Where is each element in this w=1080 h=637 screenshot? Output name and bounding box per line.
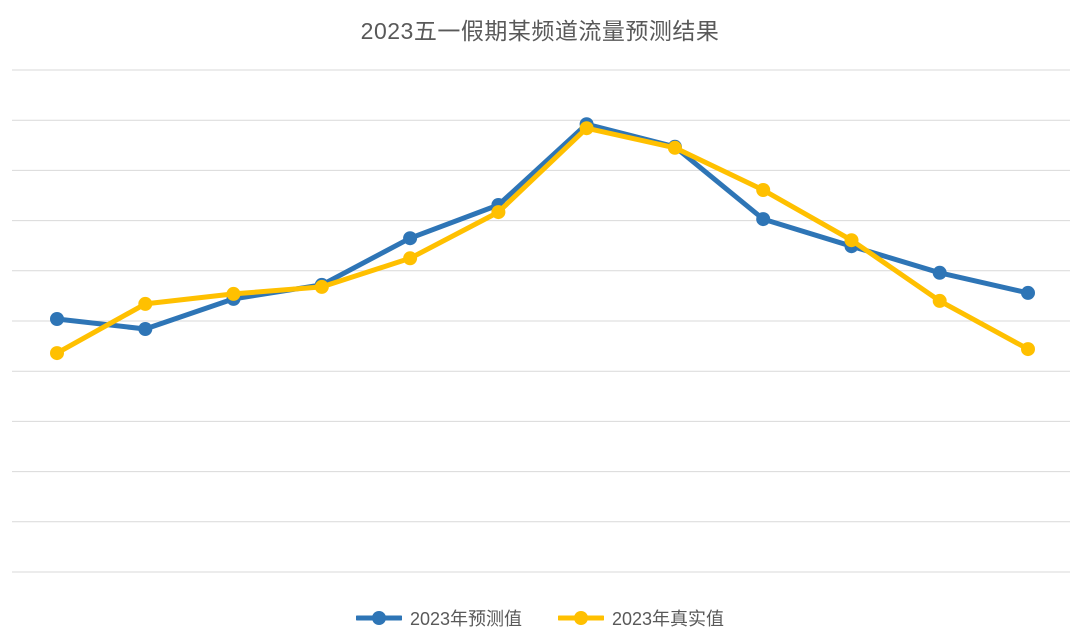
legend-label-actual: 2023年真实值 xyxy=(612,609,725,629)
legend-marker-actual-icon xyxy=(558,611,604,625)
data-point xyxy=(403,251,418,266)
data-point xyxy=(756,212,771,227)
data-point xyxy=(138,296,153,311)
data-point xyxy=(579,121,594,136)
legend-label-forecast: 2023年预测值 xyxy=(409,609,522,629)
legend: 2023年预测值 2023年真实值 xyxy=(0,605,1080,631)
legend-item-actual: 2023年真实值 xyxy=(558,605,724,631)
data-point xyxy=(403,231,418,246)
data-point xyxy=(667,140,682,155)
data-point xyxy=(138,322,153,336)
data-point xyxy=(1021,285,1035,300)
data-point xyxy=(1021,342,1035,357)
data-point xyxy=(50,312,64,326)
data-point xyxy=(932,265,947,280)
data-point xyxy=(314,279,329,294)
data-point xyxy=(756,183,771,197)
data-point xyxy=(50,346,64,361)
chart-title: 2023五一假期某频道流量预测结果 xyxy=(360,18,720,44)
data-point xyxy=(844,233,859,248)
data-point xyxy=(226,286,241,301)
legend-marker-forecast-icon xyxy=(355,611,402,625)
data-point xyxy=(491,205,506,220)
legend-item-forecast: 2023年预测值 xyxy=(355,605,522,631)
data-point xyxy=(932,293,947,308)
series-line-1 xyxy=(54,125,1031,356)
